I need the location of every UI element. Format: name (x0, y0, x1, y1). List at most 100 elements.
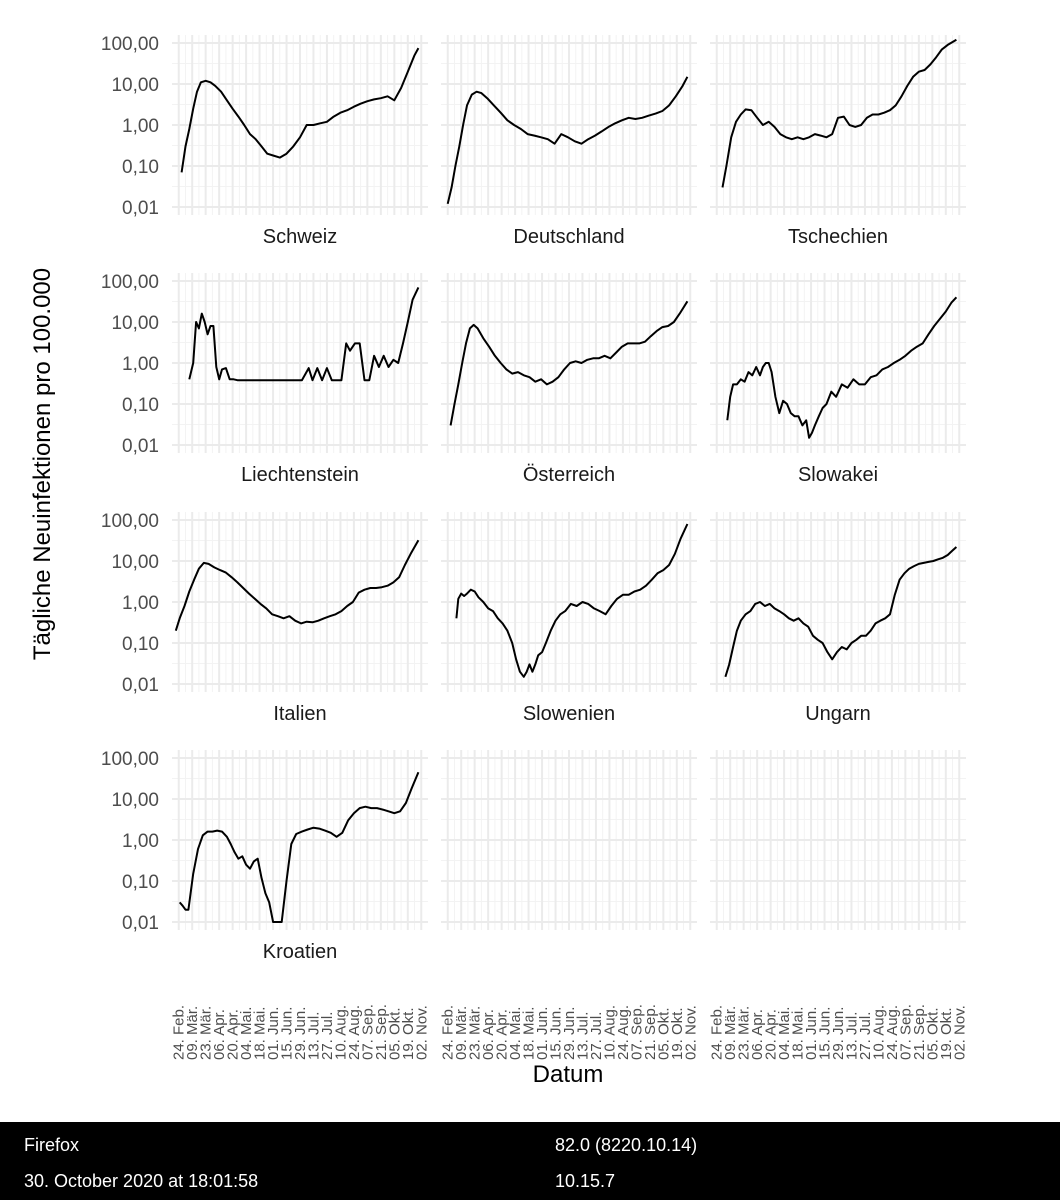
y-tick-label: 0,10 (122, 634, 159, 655)
x-tick-label: 21. Sep. (911, 1004, 928, 1060)
y-tick-label: 10,00 (111, 552, 159, 573)
x-tick-label: 23. Mär. (467, 1006, 484, 1060)
x-tick-label: 07. Sep. (897, 1004, 914, 1060)
x-tick-label: 13. Jul. (844, 1012, 861, 1060)
screenshot-info-bar: Firefox 82.0 (8220.10.14) 30. October 20… (0, 1122, 1060, 1200)
x-tick-label: 09. Mär. (722, 1006, 739, 1060)
series-line-ungarn (724, 546, 958, 678)
x-tick-label: 21. Sep. (642, 1004, 659, 1060)
panel-schweiz: 0,01 0,10 1,00 10,00 100,00 Schweiz (101, 34, 428, 248)
x-tick-label: 27. Jul. (319, 1012, 336, 1060)
y-axis-title: Tägliche Neuinfektionen pro 100.000 (29, 268, 56, 660)
series-line-deutschland (446, 76, 689, 205)
y-tick-label: 1,00 (122, 354, 159, 375)
x-tick-label: 18. Mai. (252, 1007, 269, 1060)
x-tick-label: 10. Aug. (332, 1005, 349, 1060)
x-tick-label: 24. Aug. (615, 1005, 632, 1060)
y-tick-label: 100,00 (101, 34, 159, 55)
x-tick-label: 20. Apr. (494, 1009, 511, 1060)
x-tick-label: 02. Nov. (682, 1005, 699, 1060)
x-tick-label: 10. Aug. (870, 1005, 887, 1060)
y-tick-label: 100,00 (101, 511, 159, 532)
x-tick-label: 02. Nov. (413, 1005, 430, 1060)
x-tick-label: 24. Feb. (709, 1005, 726, 1060)
x-tick-label: 06. Apr. (749, 1009, 766, 1060)
x-tick-label: 04. Mai. (507, 1007, 524, 1060)
panel-österreich: Österreich (441, 273, 697, 486)
x-tick-label: 07. Sep. (359, 1004, 376, 1060)
panel-empty: 24. Feb.09. Mär.23. Mär.06. Apr.20. Apr.… (709, 750, 968, 1060)
series-line-slowakei (726, 296, 958, 439)
x-tick-label: 24. Aug. (346, 1005, 363, 1060)
x-tick-label: 10. Aug. (601, 1005, 618, 1060)
x-tick-label: 09. Mär. (453, 1006, 470, 1060)
y-tick-label: 1,00 (122, 593, 159, 614)
x-tick-label: 07. Sep. (628, 1004, 645, 1060)
x-tick-label: 24. Feb. (440, 1005, 457, 1060)
panel-empty: 24. Feb.09. Mär.23. Mär.06. Apr.20. Apr.… (440, 750, 699, 1060)
panel-title: Deutschland (513, 226, 624, 248)
y-tick-label: 0,01 (122, 675, 159, 696)
y-tick-label: 1,00 (122, 116, 159, 137)
x-tick-label: 13. Jul. (306, 1012, 323, 1060)
panel-tschechien: Tschechien (710, 35, 966, 248)
x-tick-label: 20. Apr. (763, 1009, 780, 1060)
x-tick-label: 18. Mai. (790, 1007, 807, 1060)
capture-timestamp: 30. October 2020 at 18:01:58 (24, 1171, 259, 1191)
panel-ungarn: Ungarn (710, 512, 966, 725)
x-tick-label: 15. Jun. (279, 1007, 296, 1060)
y-tick-label: 0,01 (122, 913, 159, 934)
y-tick-label: 10,00 (111, 75, 159, 96)
x-tick-label: 29. Jun. (830, 1007, 847, 1060)
x-tick-label: 24. Aug. (884, 1005, 901, 1060)
x-tick-label: 21. Sep. (373, 1004, 390, 1060)
x-axis-title: Datum (533, 1061, 604, 1088)
panel-title: Liechtenstein (241, 464, 359, 486)
y-tick-label: 0,01 (122, 436, 159, 457)
panel-slowenien: Slowenien (441, 512, 697, 725)
y-tick-label: 0,10 (122, 157, 159, 178)
panel-title: Italien (273, 703, 326, 725)
x-tick-label: 01. Jun. (265, 1007, 282, 1060)
x-tick-label: 29. Jun. (561, 1007, 578, 1060)
y-tick-label: 0,10 (122, 395, 159, 416)
panel-title: Ungarn (805, 703, 871, 725)
panel-title: Österreich (523, 464, 615, 486)
x-tick-label: 04. Mai. (238, 1007, 255, 1060)
x-tick-label: 27. Jul. (857, 1012, 874, 1060)
x-tick-label: 18. Mai. (521, 1007, 538, 1060)
x-tick-label: 23. Mär. (736, 1006, 753, 1060)
x-tick-label: 15. Jun. (548, 1007, 565, 1060)
series-line-liechtenstein (188, 286, 420, 382)
x-tick-label: 19. Okt. (400, 1007, 417, 1060)
series-line-österreich (449, 300, 689, 426)
y-tick-label: 0,10 (122, 872, 159, 893)
panel-title: Slowakei (798, 464, 878, 486)
panels-layer: 0,01 0,10 1,00 10,00 100,00 Schweiz Deutschlan… (101, 34, 968, 1060)
x-tick-label: 06. Apr. (480, 1009, 497, 1060)
x-tick-label: 24. Feb. (171, 1005, 188, 1060)
panel-title: Slowenien (523, 703, 615, 725)
y-tick-label: 1,00 (122, 831, 159, 852)
panel-title: Schweiz (263, 226, 337, 248)
panel-title: Kroatien (263, 941, 338, 963)
panel-liechtenstein: 0,01 0,10 1,00 10,00 100,00 Liechtenstein (101, 272, 428, 486)
x-tick-label: 27. Jul. (588, 1012, 605, 1060)
x-tick-label: 04. Mai. (776, 1007, 793, 1060)
panel-italien: 0,01 0,10 1,00 10,00 100,00 Italien (101, 511, 428, 725)
series-line-italien (174, 539, 420, 632)
browser-version: 82.0 (8220.10.14) (555, 1135, 698, 1155)
x-tick-label: 29. Jun. (292, 1007, 309, 1060)
os-version: 10.15.7 (555, 1171, 616, 1191)
browser-name: Firefox (24, 1135, 80, 1155)
panel-slowakei: Slowakei (710, 273, 966, 486)
x-tick-label: 09. Mär. (184, 1006, 201, 1060)
y-tick-label: 100,00 (101, 272, 159, 293)
x-tick-label: 02. Nov. (951, 1005, 968, 1060)
x-tick-label: 06. Apr. (211, 1009, 228, 1060)
series-line-tschechien (721, 38, 957, 188)
x-tick-label: 23. Mär. (198, 1006, 215, 1060)
y-tick-label: 0,01 (122, 198, 159, 219)
x-tick-label: 19. Okt. (938, 1007, 955, 1060)
